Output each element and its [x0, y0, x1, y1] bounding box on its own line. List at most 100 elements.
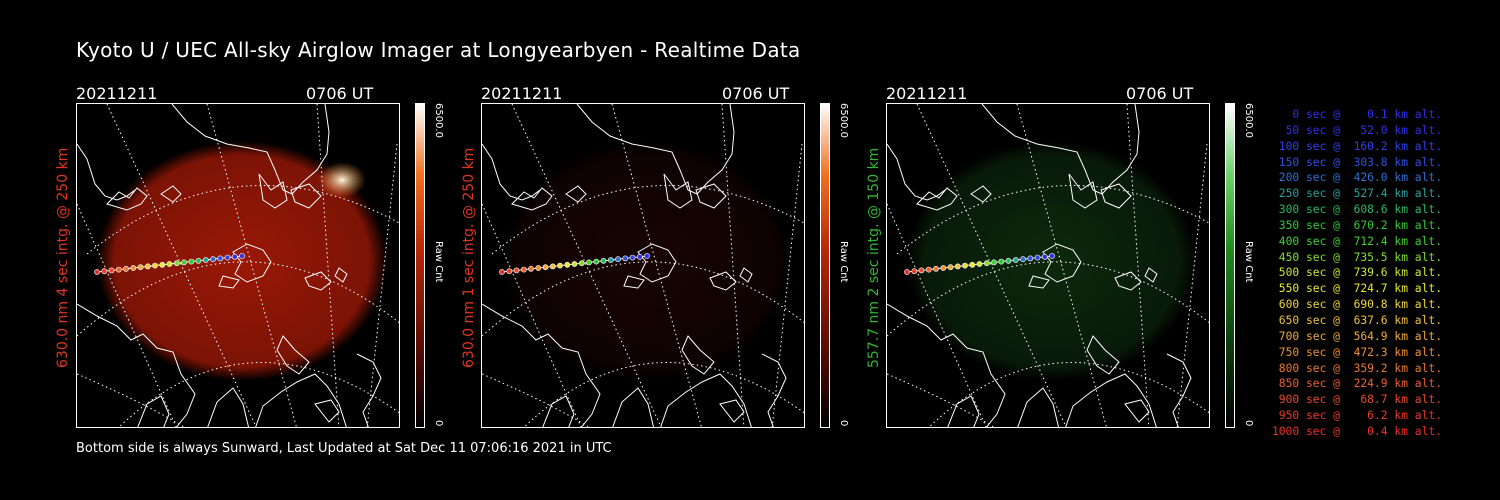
trajectory-point — [181, 259, 187, 266]
trajectory-point — [607, 257, 614, 263]
coastline — [1124, 399, 1150, 423]
trajectory-point — [239, 253, 245, 259]
coastline — [232, 243, 272, 283]
coastline — [761, 353, 787, 427]
coastline — [255, 373, 347, 427]
coastline — [290, 183, 322, 209]
trajectory-point — [1020, 256, 1026, 263]
panel-3-cbar-label: Raw Cnt — [1243, 241, 1254, 283]
grid-line — [887, 261, 1209, 337]
coastline — [276, 335, 310, 375]
trajectory-point — [499, 269, 505, 275]
trajectory-point — [983, 260, 990, 267]
airglow-disc — [907, 141, 1197, 381]
legend-item: 550 sec @ 724.7 km alt. — [1278, 282, 1442, 296]
coastline — [511, 187, 553, 211]
coastline — [106, 187, 148, 211]
panel-2-colorbar — [820, 103, 830, 428]
trajectory-point — [600, 257, 607, 264]
coastline — [981, 104, 1140, 195]
grid-line — [771, 143, 803, 427]
coastline — [356, 353, 382, 427]
legend-item: 100 sec @ 160.2 km alt. — [1278, 139, 1442, 153]
coastline — [482, 303, 601, 427]
trajectory-point — [918, 267, 925, 274]
coastline — [709, 271, 737, 291]
grid-line — [316, 104, 340, 427]
coastline — [1114, 271, 1142, 291]
coastline — [739, 267, 753, 283]
panel-1-image[interactable] — [76, 103, 400, 428]
coastline — [1068, 173, 1098, 209]
panel-1-time: 0706 UT — [306, 84, 374, 103]
coastline — [137, 395, 170, 427]
panel-2-image[interactable] — [481, 103, 805, 428]
legend-item: 50 sec @ 52.0 km alt. — [1285, 123, 1442, 137]
coastline — [970, 185, 992, 203]
panel-3-ylabel: 557.7 nm 2 sec intg. @ 150 km — [866, 147, 882, 368]
panel-1-ylabel: 630.0 nm 4 sec intg. @ 250 km — [55, 147, 71, 368]
panel-1-cbar-label: Raw Cnt — [433, 241, 444, 283]
coastline — [542, 395, 575, 427]
trajectory-point — [231, 253, 238, 260]
altitude-legend: 0 sec @ 0.1 km alt. 50 sec @ 52.0 km alt… — [1262, 107, 1442, 440]
coastline — [171, 104, 330, 195]
legend-item: 500 sec @ 739.6 km alt. — [1278, 266, 1442, 280]
coastline — [77, 143, 136, 201]
trajectory-point — [152, 262, 158, 269]
coastline — [1028, 275, 1050, 289]
coastline — [77, 303, 196, 427]
trajectory-point — [188, 258, 195, 265]
grid-line — [1126, 104, 1150, 427]
trajectory-point — [933, 265, 939, 272]
trajectory-point — [564, 261, 571, 268]
coastline — [1100, 183, 1132, 209]
grid-line — [721, 104, 745, 427]
grid-line — [77, 261, 399, 337]
trajectory-point — [578, 260, 585, 267]
trajectory-point — [130, 265, 137, 271]
legend-item: 650 sec @ 637.6 km alt. — [1278, 313, 1442, 327]
trajectory-point — [506, 268, 513, 275]
legend-item: 750 sec @ 472.3 km alt. — [1278, 345, 1442, 359]
panel-2-ylabel: 630.0 nm 1 sec intg. @ 250 km — [461, 147, 477, 368]
footer-status: Bottom side is always Sunward, Last Upda… — [76, 441, 612, 456]
coastline — [334, 267, 348, 283]
panel-1-colorbar — [415, 103, 425, 428]
page-title: Kyoto U / UEC All-sky Airglow Imager at … — [76, 38, 801, 62]
grid-line — [482, 203, 582, 427]
trajectory-point — [513, 267, 520, 274]
trajectory-point — [217, 255, 224, 262]
coastline — [623, 275, 645, 289]
trajectory-point — [962, 262, 968, 269]
trajectory-point — [911, 268, 918, 275]
panel-3-colorbar — [1225, 103, 1235, 428]
trajectory-point — [1027, 255, 1034, 262]
legend-item: 400 sec @ 712.4 km alt. — [1278, 234, 1442, 248]
trajectory-point — [202, 257, 209, 263]
coastline — [1086, 335, 1120, 375]
coastline — [565, 185, 587, 203]
bright-spot — [318, 162, 366, 198]
coastline — [719, 399, 745, 423]
panel-3-time: 0706 UT — [1126, 84, 1194, 103]
coastline — [1144, 267, 1158, 283]
legend-item: 450 sec @ 735.5 km alt. — [1278, 250, 1442, 264]
coastline — [1042, 243, 1082, 283]
panel-2-date: 20211211 — [481, 84, 563, 103]
coastline — [314, 399, 340, 423]
grid-line — [1176, 143, 1208, 427]
trajectory-point — [969, 261, 976, 268]
trajectory-point — [629, 254, 636, 261]
panel-3-image[interactable] — [886, 103, 1210, 428]
panel-3-cbar-max: 6500.0 — [1243, 103, 1254, 138]
trajectory-point — [108, 267, 115, 274]
trajectory-point — [998, 258, 1005, 265]
legend-item: 1000 sec @ 0.4 km alt. — [1271, 424, 1442, 438]
coastline — [576, 104, 735, 195]
legend-item: 600 sec @ 690.8 km alt. — [1278, 298, 1442, 312]
panel-3-cbar-min: 0 — [1243, 420, 1254, 427]
legend-item: 200 sec @ 426.0 km alt. — [1278, 171, 1442, 185]
legend-item: 800 sec @ 359.2 km alt. — [1278, 361, 1442, 375]
trajectory-point — [557, 262, 563, 269]
